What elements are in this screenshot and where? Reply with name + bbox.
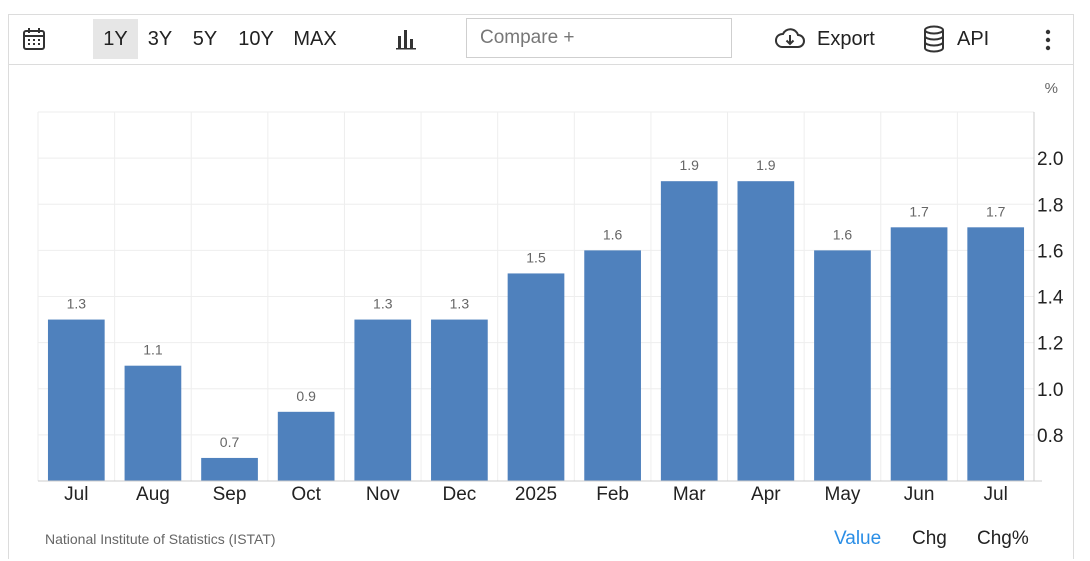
y-tick-label: 1.4 xyxy=(1037,288,1064,309)
bar xyxy=(277,411,335,481)
bar xyxy=(814,250,871,481)
y-tick-label: 1.0 xyxy=(1037,380,1063,401)
more-vert-icon[interactable] xyxy=(1044,29,1052,51)
api-button[interactable]: API xyxy=(957,28,990,50)
range-button-1y[interactable]: 1Y xyxy=(93,19,138,59)
data-label: 0.9 xyxy=(296,388,316,404)
bar-chart: 0.8 1.0 1.2 1.4 1.6 1.8 2.0% 1.3 Jul 1.1 Aug 0.7 Sep… xyxy=(37,80,1064,505)
bar xyxy=(124,365,182,481)
data-label: 1.5 xyxy=(526,249,546,265)
range-button-3y[interactable]: 3Y xyxy=(147,28,173,50)
bar xyxy=(584,250,641,481)
data-label: 0.7 xyxy=(220,434,240,450)
x-tick-label: Apr xyxy=(751,484,781,505)
data-label: 1.9 xyxy=(679,157,699,173)
bar xyxy=(660,181,718,481)
y-tick-label: 1.6 xyxy=(1037,241,1063,262)
x-tick-label: Feb xyxy=(596,484,629,505)
bar xyxy=(431,319,488,481)
x-tick-label: Jun xyxy=(904,484,935,505)
data-label: 1.7 xyxy=(909,203,929,219)
data-label: 1.3 xyxy=(450,296,470,312)
x-tick-label: Nov xyxy=(366,484,400,505)
bar xyxy=(890,227,948,481)
bar xyxy=(967,227,1025,481)
bar xyxy=(507,273,565,481)
x-tick-label: Jul xyxy=(64,484,88,505)
calendar-icon[interactable] xyxy=(22,27,48,51)
data-label: 1.9 xyxy=(756,157,776,173)
data-label: 1.6 xyxy=(833,226,853,242)
database-icon[interactable] xyxy=(923,25,945,53)
data-label: 1.1 xyxy=(143,342,163,358)
data-label: 1.6 xyxy=(603,226,623,242)
range-button-max[interactable]: MAX xyxy=(293,28,337,50)
x-tick-label: May xyxy=(825,484,861,505)
cloud-download-icon[interactable] xyxy=(774,26,806,52)
x-tick-label: Sep xyxy=(213,484,247,505)
y-tick-label: 2.0 xyxy=(1037,149,1063,170)
x-tick-label: 2025 xyxy=(515,484,557,505)
y-tick-label: 1.2 xyxy=(1037,334,1063,355)
toolbar: 1Y 3Y 5Y 10Y MAX Compare + Export API xyxy=(8,14,1074,65)
data-label: 1.7 xyxy=(986,203,1006,219)
y-unit-label: % xyxy=(1045,80,1058,97)
data-label: 1.3 xyxy=(67,296,87,312)
tab-chg[interactable]: Chg xyxy=(912,528,947,549)
y-tick-label: 1.8 xyxy=(1037,195,1063,216)
bar xyxy=(737,181,795,481)
chart-frame xyxy=(8,14,1074,559)
bar xyxy=(47,319,105,481)
export-button[interactable]: Export xyxy=(817,28,875,50)
x-tick-label: Oct xyxy=(291,484,321,505)
tab-chg-percent[interactable]: Chg% xyxy=(977,528,1029,549)
x-tick-label: Dec xyxy=(442,484,476,505)
data-label: 1.3 xyxy=(373,296,393,312)
x-tick-label: Mar xyxy=(673,484,706,505)
range-button-5y[interactable]: 5Y xyxy=(192,28,218,50)
y-tick-label: 0.8 xyxy=(1037,426,1063,447)
bar xyxy=(201,457,258,481)
compare-input[interactable]: Compare + xyxy=(466,18,732,58)
bar-chart-icon[interactable] xyxy=(396,28,418,50)
bar xyxy=(354,319,412,481)
x-tick-label: Jul xyxy=(984,484,1008,505)
tab-value[interactable]: Value xyxy=(834,528,882,549)
range-button-10y[interactable]: 10Y xyxy=(238,28,274,50)
source-label: National Institute of Statistics (ISTAT) xyxy=(45,531,276,547)
x-tick-label: Aug xyxy=(136,484,170,505)
